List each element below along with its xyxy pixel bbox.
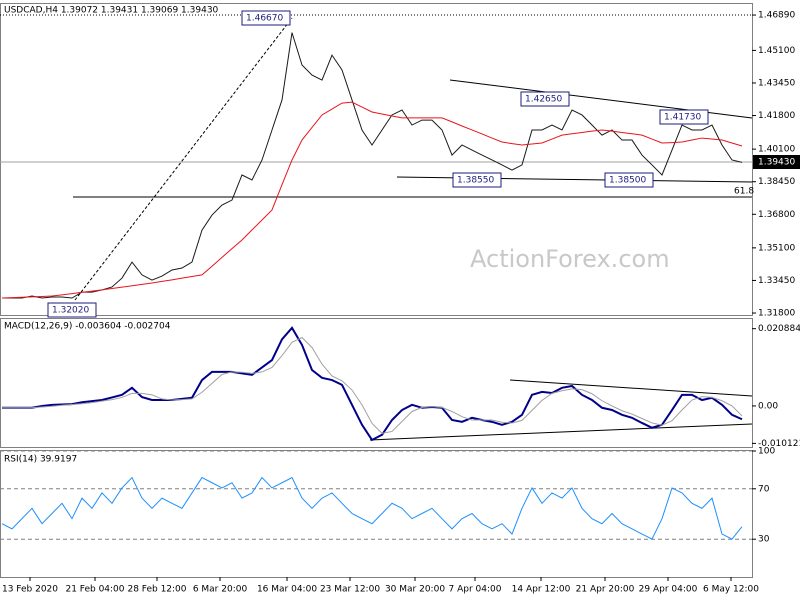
y-tick-label: 100 xyxy=(758,447,775,457)
annotation: 1.32020 xyxy=(47,302,97,318)
y-tick-label: 1.45100 xyxy=(758,46,795,56)
y-tick-label: 1.33450 xyxy=(758,276,795,286)
annotation: 1.42650 xyxy=(520,91,570,107)
x-tick-label: 29 Apr 04:00 xyxy=(639,585,698,595)
macd-title: MACD(12,26,9) -0.003604 -0.002704 xyxy=(4,322,171,332)
annotation: 1.38500 xyxy=(604,172,654,188)
svg-text:1.38500: 1.38500 xyxy=(609,176,646,186)
svg-text:1.42650: 1.42650 xyxy=(525,95,562,105)
y-tick-label: 1.35100 xyxy=(758,243,795,253)
price-tag xyxy=(753,155,800,169)
fibo-label: 61.8 xyxy=(734,187,754,197)
x-tick-label: 13 Feb 2020 xyxy=(2,585,58,595)
x-tick-label: 6 May 12:00 xyxy=(703,585,759,595)
y-tick-label: 1.38450 xyxy=(758,177,795,187)
x-tick-label: 6 Mar 20:00 xyxy=(193,585,248,595)
y-tick-label: 1.41800 xyxy=(758,111,795,121)
x-tick-label: 14 Apr 12:00 xyxy=(512,585,571,595)
x-tick-label: 28 Feb 12:00 xyxy=(127,585,186,595)
price-tag-label: 1.39430 xyxy=(758,158,795,168)
x-tick-label: 21 Feb 04:00 xyxy=(65,585,124,595)
svg-text:1.32020: 1.32020 xyxy=(52,306,89,316)
series-line xyxy=(2,326,743,442)
watermark: ActionForex.com xyxy=(470,245,670,273)
annotation: 1.41730 xyxy=(659,109,709,125)
y-tick-label: 0.00 xyxy=(758,401,778,411)
x-tick-label: 16 Mar 04:00 xyxy=(257,585,317,595)
series-line xyxy=(1,476,743,540)
series-line xyxy=(2,336,743,434)
y-tick-label: -0.010121 xyxy=(758,439,800,449)
rsi-title: RSI(14) 39.9197 xyxy=(4,455,77,465)
svg-text:1.41730: 1.41730 xyxy=(664,113,701,123)
y-tick-label: 1.43450 xyxy=(758,78,795,88)
panel-frames xyxy=(0,3,753,578)
y-tick-label: 1.40100 xyxy=(758,145,795,155)
chart-title: USDCAD,H4 1.39072 1.39431 1.39069 1.3943… xyxy=(4,6,219,16)
y-tick-label: 1.31800 xyxy=(758,309,795,319)
x-tick-label: 23 Mar 12:00 xyxy=(320,585,380,595)
svg-text:1.38550: 1.38550 xyxy=(457,176,494,186)
trendlines xyxy=(0,14,753,441)
y-tick-label: 1.36800 xyxy=(758,210,795,220)
svg-text:1.46670: 1.46670 xyxy=(246,14,283,24)
x-tick-label: 7 Apr 04:00 xyxy=(449,585,502,595)
x-tick-label: 21 Apr 20:00 xyxy=(576,585,635,595)
x-tick-label: 30 Mar 20:00 xyxy=(385,585,445,595)
series-line xyxy=(2,32,743,299)
series-line xyxy=(1,101,743,299)
annotation: 1.46670 xyxy=(241,10,291,26)
marks: 1.46890 1.45100 1.43450 1.41800 1.40100 1.384… xyxy=(0,11,800,595)
y-tick-label: 30 xyxy=(758,535,770,545)
annotation: 1.38550 xyxy=(452,172,502,188)
y-tick-label: 1.46890 xyxy=(758,11,795,21)
y-tick-label: 70 xyxy=(758,484,770,494)
y-tick-label: 0.020884 xyxy=(758,324,800,334)
